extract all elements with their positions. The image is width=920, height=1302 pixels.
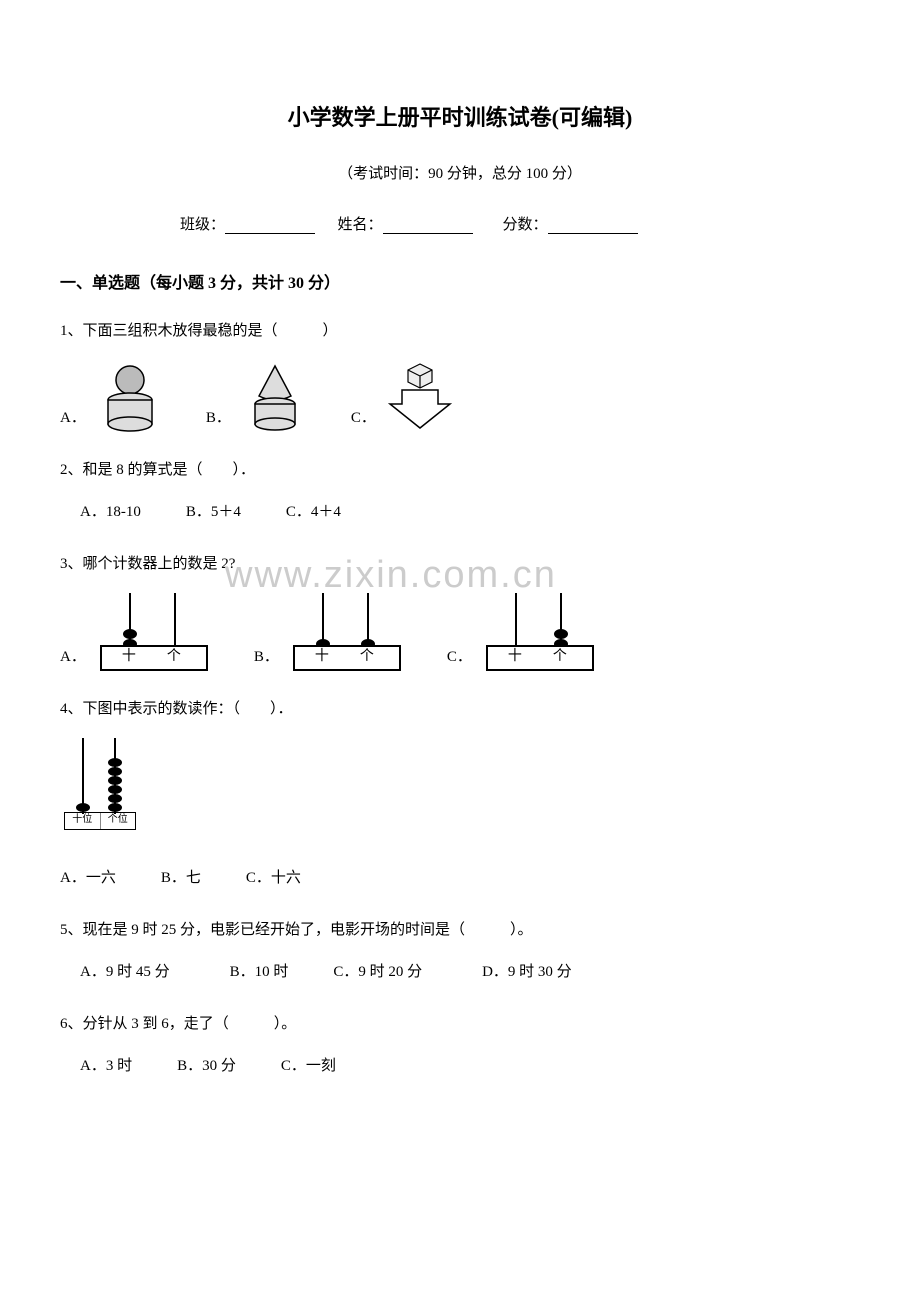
q2-options: A．18-10 B．5＋4 C．4＋4 (60, 499, 860, 526)
q1-options: A． B． C． (60, 360, 860, 432)
q3-a-label: A． (60, 644, 86, 671)
ten-label: 十 (122, 644, 136, 669)
name-blank[interactable] (383, 217, 473, 234)
ten-label: 十 (508, 644, 522, 669)
q3-option-c: C． 十 个 (447, 593, 600, 671)
q3-options: A． 十 个 B． (60, 593, 860, 671)
q1-c-label: C． (351, 405, 376, 432)
q3-c-label: C． (447, 644, 472, 671)
fill-in-row: 班级： 姓名： 分数： (60, 213, 860, 234)
q4-ten-label: 十位 (65, 813, 101, 829)
question-6: 6、分针从 3 到 6，走了（ ）。 A．3 时 B．30 分 C．一刻 (60, 1011, 860, 1080)
counting-frame-a-icon: 十 个 (94, 593, 214, 671)
question-5: 5、现在是 9 时 25 分，电影已经开始了，电影开场的时间是（ ）。 A．9 … (60, 917, 860, 986)
score-blank[interactable] (548, 217, 638, 234)
question-1: 1、下面三组积木放得最稳的是（ ） A． B． (60, 318, 860, 432)
counting-frame-b-icon: 十 个 (287, 593, 407, 671)
q1-option-b: B． (206, 360, 311, 432)
name-label: 姓名： (338, 217, 383, 233)
q3-text: 3、哪个计数器上的数是 2? (60, 551, 860, 578)
sphere-on-cylinder-icon (94, 360, 166, 432)
question-4: 4、下图中表示的数读作：（ ）． 十位 个位 A．一六 B．七 C．十六 (60, 696, 860, 892)
q4-options: A．一六 B．七 C．十六 (60, 865, 860, 892)
q1-option-a: A． (60, 360, 166, 432)
q3-b-label: B． (254, 644, 279, 671)
q3-option-b: B． 十 个 (254, 593, 407, 671)
q5-options: A．9 时 45 分 B．10 时 C．9 时 20 分 D．9 时 30 分 (60, 959, 860, 986)
counting-frame-q4-icon: 十位 个位 (64, 738, 136, 830)
cube-on-cone-icon (384, 360, 456, 432)
q3-option-a: A． 十 个 (60, 593, 214, 671)
q1-b-label: B． (206, 405, 231, 432)
counting-frame-c-icon: 十 个 (480, 593, 600, 671)
cone-on-cylinder-icon (239, 360, 311, 432)
one-label: 个 (167, 644, 181, 669)
q6-text: 6、分针从 3 到 6，走了（ ）。 (60, 1011, 860, 1038)
class-blank[interactable] (225, 217, 315, 234)
class-label: 班级： (180, 217, 225, 233)
question-3: www.zixin.com.cn 3、哪个计数器上的数是 2? A． 十 个 B… (60, 551, 860, 671)
question-2: 2、和是 8 的算式是（ ）． A．18-10 B．5＋4 C．4＋4 (60, 457, 860, 526)
score-label: 分数： (503, 217, 548, 233)
q1-option-c: C． (351, 360, 456, 432)
exam-info: （考试时间：90 分钟，总分 100 分） (60, 162, 860, 183)
q4-text: 4、下图中表示的数读作：（ ）． (60, 696, 860, 723)
one-label: 个 (360, 644, 374, 669)
section-1-header: 一、单选题（每小题 3 分，共计 30 分） (60, 269, 860, 293)
page-title: 小学数学上册平时训练试卷(可编辑) (60, 100, 860, 132)
ten-label: 十 (315, 644, 329, 669)
q5-text: 5、现在是 9 时 25 分，电影已经开始了，电影开场的时间是（ ）。 (60, 917, 860, 944)
exam-page: 小学数学上册平时训练试卷(可编辑) （考试时间：90 分钟，总分 100 分） … (0, 0, 920, 1165)
q6-options: A．3 时 B．30 分 C．一刻 (60, 1053, 860, 1080)
q2-text: 2、和是 8 的算式是（ ）． (60, 457, 860, 484)
q1-a-label: A． (60, 405, 86, 432)
q4-one-label: 个位 (101, 813, 136, 829)
q1-text: 1、下面三组积木放得最稳的是（ ） (60, 318, 860, 345)
one-label: 个 (553, 644, 567, 669)
